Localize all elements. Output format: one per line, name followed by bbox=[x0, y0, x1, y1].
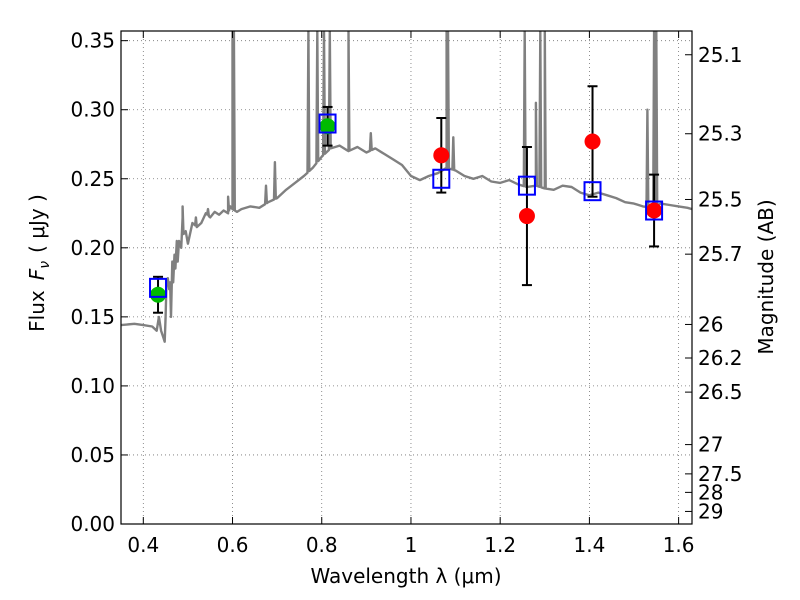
y-tick-label: 0.20 bbox=[70, 236, 115, 260]
observed-point bbox=[433, 147, 450, 164]
y-axis-title-left: Flux Fν ( μJy ) bbox=[25, 194, 53, 332]
x-axis-title: Wavelength λ (μm) bbox=[310, 564, 501, 588]
y-axis-title-unit: ( μJy ) bbox=[25, 194, 49, 253]
spectrum-line bbox=[121, 31, 692, 343]
right-tick-label: 25.5 bbox=[698, 187, 743, 211]
y-axis-title-sub: ν bbox=[37, 261, 53, 269]
model-point bbox=[149, 277, 168, 298]
y-axis-title-right: Magnitude (AB) bbox=[754, 199, 778, 354]
right-tick-label: 26.2 bbox=[698, 346, 743, 370]
right-tick-label: 29 bbox=[698, 499, 723, 523]
right-tick-label: 28 bbox=[698, 480, 723, 504]
series-layer bbox=[121, 31, 692, 343]
tick-layer: 0.4 0.6 0.8 1 1.2 1.4 1.6 0.00 0.05 0.10 0.15 0.20 0… bbox=[70, 29, 742, 557]
observed-point bbox=[518, 208, 535, 225]
y-tick-label: 0.10 bbox=[70, 374, 115, 398]
observed-point bbox=[584, 133, 601, 150]
y-tick-label: 0.30 bbox=[70, 98, 115, 122]
right-tick-label: 26.5 bbox=[698, 380, 743, 404]
x-tick-label: 1.2 bbox=[484, 533, 516, 557]
y-tick-label: 0.25 bbox=[70, 167, 115, 191]
y-tick-label: 0.05 bbox=[70, 443, 115, 467]
x-tick-label: 0.8 bbox=[306, 533, 338, 557]
y-tick-label: 0.35 bbox=[70, 29, 115, 53]
y-axis-title-math: F bbox=[25, 268, 49, 280]
x-tick-label: 1 bbox=[405, 533, 418, 557]
x-tick-label: 1.6 bbox=[663, 533, 695, 557]
right-tick-label: 27 bbox=[698, 433, 723, 457]
grid-layer bbox=[121, 31, 692, 525]
observed-point bbox=[150, 286, 167, 303]
model-point bbox=[432, 168, 451, 189]
y-tick-label: 0.15 bbox=[70, 305, 115, 329]
clipped-series bbox=[121, 31, 692, 343]
right-tick-label: 25.7 bbox=[698, 242, 743, 266]
observed-point bbox=[646, 202, 663, 219]
right-tick-label: 25.3 bbox=[698, 122, 743, 146]
x-tick-label: 1.4 bbox=[573, 533, 605, 557]
model-point bbox=[517, 175, 536, 196]
model-point bbox=[645, 200, 664, 221]
x-tick-label: 0.6 bbox=[217, 533, 249, 557]
right-tick-label: 25.1 bbox=[698, 43, 743, 67]
x-tick-label: 0.4 bbox=[127, 533, 159, 557]
right-tick-label: 26 bbox=[698, 312, 723, 336]
y-axis-title-flux: Flux bbox=[25, 290, 49, 332]
plot-frame bbox=[120, 30, 693, 525]
y-tick-label: 0.00 bbox=[70, 512, 115, 536]
right-tick-label: 27.5 bbox=[698, 462, 743, 486]
model-point bbox=[583, 181, 602, 202]
model-point bbox=[318, 113, 337, 134]
